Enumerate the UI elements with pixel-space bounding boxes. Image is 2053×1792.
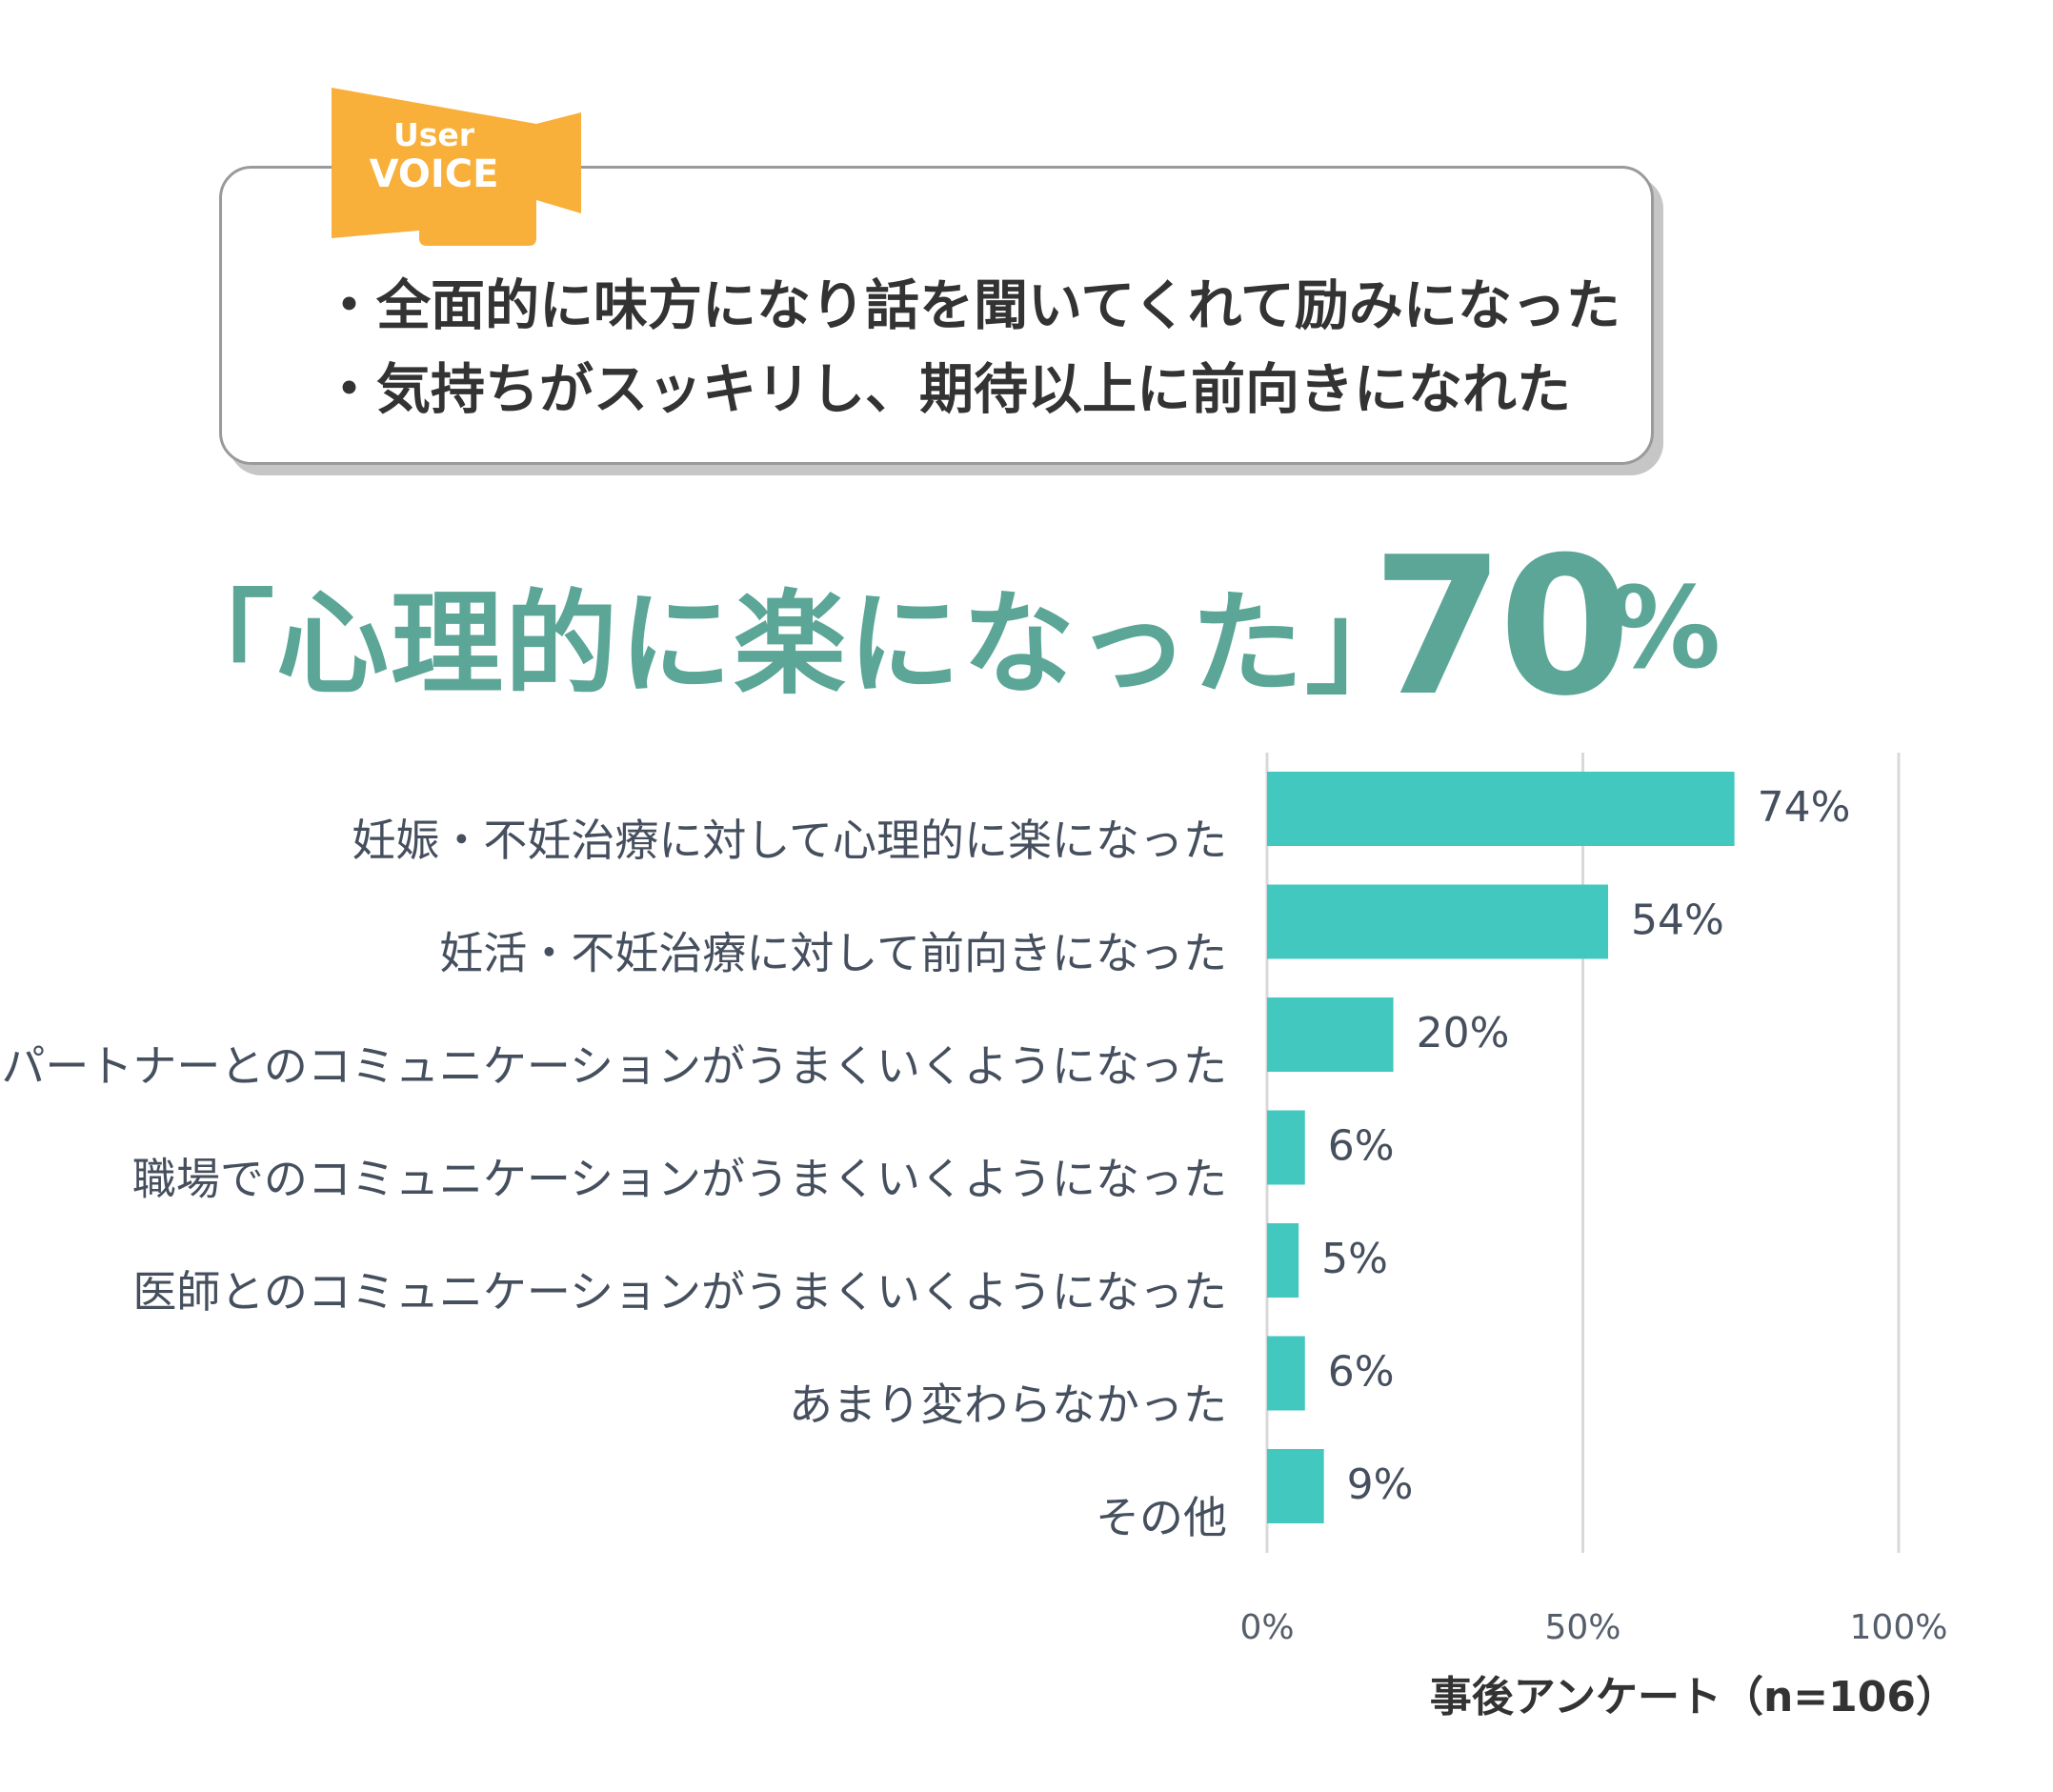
value-label: 9% xyxy=(1347,1460,1414,1509)
headline-unit: % xyxy=(1608,562,1721,694)
category-label: 職場でのコミュニケーションがうまくいくようになった xyxy=(132,1154,1227,1205)
bar xyxy=(1267,884,1609,959)
x-tick-label: 50% xyxy=(1544,1608,1620,1647)
category-label: 妊活・不妊治療に対して前向きになった xyxy=(439,928,1227,979)
bar xyxy=(1267,997,1394,1072)
bar xyxy=(1267,1336,1305,1411)
value-label: 6% xyxy=(1328,1122,1395,1171)
headline-text: 「心理的に楽になった」 xyxy=(162,578,1420,710)
bar xyxy=(1267,1449,1324,1523)
user-voice-box: ・全面的に味方になり話を聞いてくれて励みになった ・気持ちがスッキリし、期待以上… xyxy=(219,166,1654,465)
bar xyxy=(1267,1223,1299,1298)
x-tick-label: 100% xyxy=(1850,1608,1948,1647)
bar-chart: 0% 50% 100% 74% 妊娠・不妊治療に対して心理的に楽になった 54% 妊活・不妊… xyxy=(0,734,2053,1647)
category-label: パートナーとのコミュニケーションがうまくいくようになった xyxy=(1,1040,1227,1092)
value-label: 54% xyxy=(1631,896,1724,945)
category-label: あまり変わらなかった xyxy=(789,1379,1227,1431)
value-label: 74% xyxy=(1758,783,1851,832)
badge-label-voice: VOICE xyxy=(369,152,499,196)
survey-footnote: 事後アンケート（n=106） xyxy=(1429,1673,1958,1722)
value-label: 5% xyxy=(1321,1235,1388,1283)
x-tick-label: 0% xyxy=(1239,1608,1294,1647)
megaphone-badge-icon xyxy=(332,88,581,246)
voice-quote-1: ・全面的に味方になり話を聞いてくれて励みになった xyxy=(322,274,1620,337)
bar xyxy=(1267,1110,1305,1185)
category-label: 妊娠・不妊治療に対して心理的に楽になった xyxy=(352,815,1227,866)
voice-quote-2: ・気持ちがスッキリし、期待以上に前向きになれた xyxy=(322,358,1571,421)
category-label: 医師とのコミュニケーションがうまくいくようになった xyxy=(132,1266,1227,1318)
bar xyxy=(1267,772,1735,846)
badge-label-user: User xyxy=(392,116,475,153)
bar-chart-svg: 0% 50% 100% 74% 妊娠・不妊治療に対して心理的に楽になった 54% 妊活・不妊… xyxy=(1,753,1947,1647)
category-label: その他 xyxy=(1096,1492,1227,1543)
headline-number: 70 xyxy=(1372,516,1631,738)
value-label: 20% xyxy=(1417,1009,1510,1057)
user-voice-badge: User VOICE xyxy=(332,88,581,246)
value-label: 6% xyxy=(1328,1348,1395,1397)
